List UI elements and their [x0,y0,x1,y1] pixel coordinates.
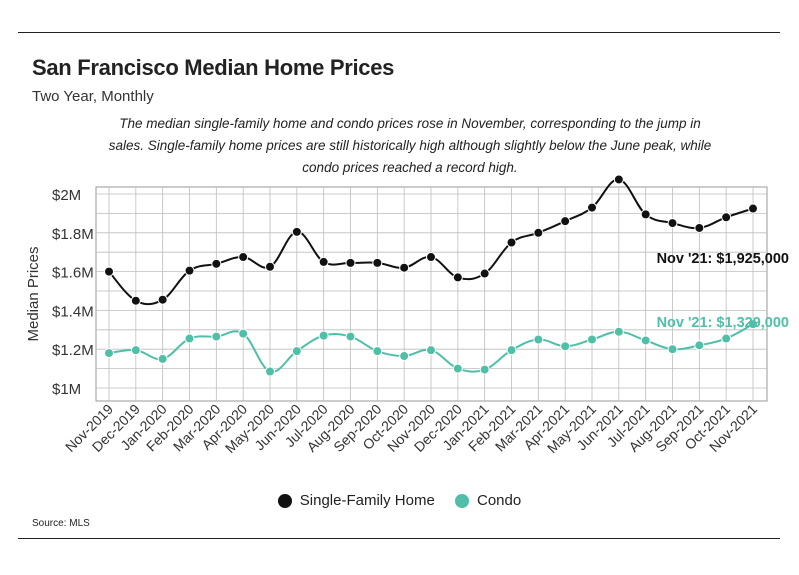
data-point-condo [587,334,597,345]
data-point-single-family [291,226,302,237]
data-point-condo [184,333,195,344]
data-point-condo [104,348,114,359]
data-point-single-family [372,257,383,268]
data-point-condo [667,344,678,355]
data-point-condo [613,326,624,337]
data-point-condo [426,345,436,356]
annotation-condo: Nov '21: $1,329,000 [657,315,789,331]
data-point-condo [157,353,168,364]
data-point-single-family [667,218,678,229]
data-point-single-family [265,261,275,272]
data-point-single-family [399,262,410,273]
data-point-condo [694,340,705,351]
data-point-condo [130,345,141,356]
data-point-condo [721,333,732,344]
data-point-single-family [506,237,517,248]
data-point-condo [748,319,758,330]
data-point-condo [318,330,329,341]
data-point-single-family [640,209,651,220]
data-point-single-family [587,202,597,213]
data-point-single-family [694,222,705,233]
legend: Single-Family Home Condo [0,492,799,512]
data-point-single-family [318,256,329,267]
chart-description: The median single-family home and condo … [108,116,712,175]
data-point-condo [560,341,571,352]
data-point-condo [265,366,275,377]
data-point-single-family [130,295,141,306]
data-point-single-family [479,268,490,279]
legend-item-condo: Condo [455,492,521,509]
data-point-condo [640,335,651,346]
data-point-condo [211,331,222,342]
data-point-condo [506,345,517,356]
plot-area [95,186,768,402]
data-point-condo [291,346,302,357]
chart-title: San Francisco Median Home Prices [32,55,395,80]
data-point-single-family [426,252,436,263]
legend-swatch-single-family [277,493,292,508]
y-tick-label: $1.8M [52,226,94,243]
legend-label-condo: Condo [477,492,522,509]
data-point-single-family [184,265,195,276]
source-note: Source: MLS [32,518,90,529]
data-point-single-family [345,257,356,268]
y-axis-label: Median Prices [25,246,42,341]
data-point-single-family [613,174,624,185]
data-point-single-family [721,212,732,223]
bottom-rule [18,538,780,539]
data-point-single-family [748,203,758,214]
data-point-single-family [157,294,168,305]
y-tick-label: $1.6M [52,265,94,282]
y-tick-label: $2M [52,187,81,204]
data-point-single-family [238,252,249,263]
y-tick-label: $1.2M [52,342,94,359]
data-point-condo [399,350,410,361]
data-point-single-family [560,216,571,227]
data-point-condo [479,364,490,375]
chart-subtitle: Two Year, Monthly [32,88,154,105]
data-point-single-family [533,227,544,238]
legend-item-single-family: Single-Family Home [277,492,435,509]
y-tick-label: $1.4M [52,303,94,320]
y-tick-label: $1M [52,381,81,398]
data-point-condo [452,363,463,374]
data-point-condo [345,331,356,342]
data-point-condo [372,346,383,357]
annotation-single-family: Nov '21: $1,925,000 [657,251,789,267]
legend-label-single-family: Single-Family Home [299,492,435,509]
top-rule [18,32,780,33]
data-point-condo [533,334,544,345]
legend-swatch-condo [455,493,469,508]
data-point-single-family [211,258,222,269]
data-point-single-family [104,266,114,277]
data-point-single-family [452,272,463,283]
data-point-condo [238,328,249,339]
